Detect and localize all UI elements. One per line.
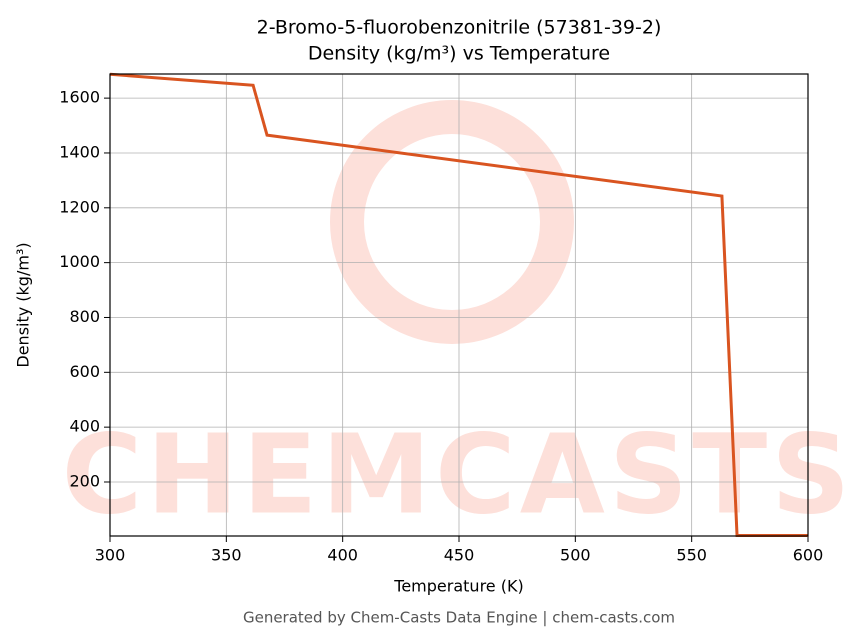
x-tick-label: 450 <box>444 546 475 565</box>
x-tick-label: 350 <box>211 546 242 565</box>
y-axis-label: Density (kg/m³) <box>14 242 33 367</box>
y-tick-label: 1600 <box>59 88 100 107</box>
x-tick-label: 550 <box>676 546 707 565</box>
y-tick-label: 1200 <box>59 197 100 216</box>
y-tick-label: 800 <box>69 307 100 326</box>
y-tick-label: 200 <box>69 471 100 490</box>
chart-subtitle: Density (kg/m³) vs Temperature <box>308 43 610 65</box>
x-tick-label: 400 <box>327 546 358 565</box>
y-tick-label: 1000 <box>59 252 100 271</box>
footer: Generated by Chem-Casts Data Engine | ch… <box>243 609 675 627</box>
x-axis-label: Temperature (K) <box>393 577 523 596</box>
y-tick-label: 400 <box>69 417 100 436</box>
y-tick-label: 1400 <box>59 142 100 161</box>
plot-frame <box>109 73 809 537</box>
x-tick-label: 500 <box>560 546 591 565</box>
watermark-logo <box>330 100 574 344</box>
watermark: CHEMCASTS <box>62 410 843 538</box>
chart-title: 2-Bromo-5-fluorobenzonitrile (57381-39-2… <box>257 17 662 39</box>
y-tick-label: 600 <box>69 362 100 381</box>
x-tick-label: 600 <box>793 546 824 565</box>
x-tick-label: 300 <box>95 546 126 565</box>
